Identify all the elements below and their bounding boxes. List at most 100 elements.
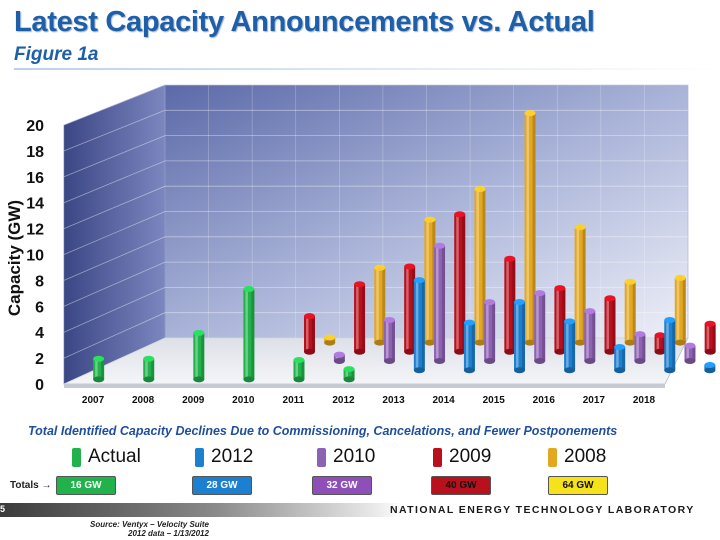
bar-2008 bbox=[424, 216, 436, 346]
bar-2010 bbox=[584, 308, 596, 364]
chart-caption: Total Identified Capacity Declines Due t… bbox=[28, 424, 618, 438]
bar-actual bbox=[243, 285, 255, 383]
bar-2010 bbox=[434, 242, 446, 364]
chart-side-wall bbox=[63, 84, 166, 385]
x-tick-label: 2011 bbox=[283, 395, 305, 406]
bar-actual bbox=[93, 355, 105, 383]
y-gridline bbox=[63, 160, 688, 204]
y-gridline bbox=[63, 236, 688, 281]
y-tick-label: 12 bbox=[26, 222, 44, 239]
bar-2012 bbox=[413, 277, 425, 374]
footer-bar bbox=[0, 503, 720, 517]
total-badge-2010: 32 GW bbox=[312, 476, 372, 495]
x-tick-label: 2008 bbox=[132, 395, 155, 406]
bar-2009 bbox=[454, 211, 466, 355]
y-axis-title: Capacity (GW) bbox=[5, 200, 24, 316]
bar-2008 bbox=[524, 110, 536, 346]
bar-2012 bbox=[564, 318, 576, 374]
y-tick-label: 0 bbox=[35, 377, 44, 394]
figure-label: Figure 1a bbox=[14, 44, 99, 65]
bar-2009 bbox=[554, 285, 566, 355]
capacity-bar-chart: 0 2 4 6 8 10 12 14 16 18 20 Capacity (GW) 2007 2008 20… bbox=[5, 84, 716, 406]
bar-actual bbox=[293, 357, 305, 383]
x-tick-label: 2018 bbox=[633, 395, 656, 406]
y-gridline bbox=[63, 84, 688, 126]
y-tick-label: 2 bbox=[35, 351, 44, 368]
bar-2012 bbox=[614, 344, 626, 374]
y-tick-label: 18 bbox=[26, 144, 44, 161]
bar-2008 bbox=[374, 264, 386, 346]
total-badge-2008: 64 GW bbox=[548, 476, 608, 495]
bar-2010 bbox=[383, 317, 395, 364]
bar-2008 bbox=[624, 278, 636, 346]
x-tick-label: 2016 bbox=[533, 395, 556, 406]
bar-2009 bbox=[704, 320, 716, 355]
y-tick-label: 16 bbox=[26, 170, 44, 187]
bar-2008 bbox=[324, 334, 336, 346]
legend-item-2008: 2008 bbox=[548, 446, 606, 468]
bar-2010 bbox=[333, 351, 345, 364]
bar-2012 bbox=[704, 362, 716, 374]
bar-2010 bbox=[684, 342, 696, 364]
legend-label: 2010 bbox=[333, 446, 376, 467]
bar-2009 bbox=[404, 263, 416, 355]
y-tick-label: 14 bbox=[26, 196, 44, 213]
bar-2009 bbox=[303, 313, 315, 355]
legend-item-2009: 2009 bbox=[433, 446, 491, 468]
y-gridline bbox=[63, 211, 688, 255]
legend-item-actual: Actual bbox=[72, 446, 141, 468]
bar-2012 bbox=[664, 317, 676, 374]
y-tick-label: 8 bbox=[35, 273, 44, 290]
x-tick-label: 2015 bbox=[483, 395, 506, 406]
page-number: 5 bbox=[0, 504, 6, 514]
bar-2012 bbox=[514, 299, 526, 374]
total-badge-2012: 28 GW bbox=[192, 476, 252, 495]
bar-2009 bbox=[504, 255, 516, 355]
bar-2009 bbox=[604, 295, 616, 355]
legend-item-2012: 2012 bbox=[195, 446, 253, 468]
x-tick-label: 2014 bbox=[433, 395, 456, 406]
bar-2010 bbox=[484, 299, 496, 364]
bar-actual bbox=[343, 366, 355, 383]
legend-label: Actual bbox=[88, 446, 141, 467]
total-badge-2009: 40 GW bbox=[431, 476, 491, 495]
y-gridline bbox=[63, 185, 688, 229]
x-tick-label: 2017 bbox=[583, 395, 606, 406]
bar-2008 bbox=[674, 274, 686, 346]
legend-label: 2009 bbox=[449, 446, 492, 467]
y-tick-label: 4 bbox=[35, 325, 44, 342]
legend-item-2010: 2010 bbox=[317, 446, 375, 468]
legend-swatch-2009 bbox=[433, 447, 442, 467]
legend-label: 2008 bbox=[564, 446, 607, 467]
y-tick-label: 6 bbox=[35, 299, 44, 316]
x-tick-label: 2013 bbox=[382, 395, 405, 406]
bar-2009 bbox=[654, 332, 666, 355]
y-tick-label: 10 bbox=[26, 248, 44, 265]
bar-actual bbox=[193, 329, 205, 383]
bar-2009 bbox=[354, 281, 366, 355]
legend-swatch-2012 bbox=[195, 447, 204, 467]
source-note: Source: Ventyx – Velocity Suite bbox=[90, 520, 210, 529]
y-gridline bbox=[63, 109, 688, 152]
bar-actual bbox=[143, 355, 155, 383]
bar-2010 bbox=[634, 331, 646, 364]
y-gridline bbox=[63, 135, 688, 178]
bar-2012 bbox=[463, 319, 475, 374]
organization-name: NATIONAL ENERGY TECHNOLOGY LABORATORY bbox=[390, 504, 695, 516]
source-date: 2012 data – 1/13/2012 bbox=[128, 529, 209, 538]
x-tick-label: 2009 bbox=[182, 395, 205, 406]
page-title: Latest Capacity Announcements vs. Actual bbox=[14, 6, 595, 38]
chart-legend: Actual 2012 2010 2009 2008 bbox=[0, 446, 720, 472]
legend-swatch-2010 bbox=[317, 447, 326, 467]
x-tick-label: 2012 bbox=[332, 395, 355, 406]
legend-swatch-actual bbox=[72, 447, 81, 467]
title-divider bbox=[14, 68, 720, 70]
bar-2010 bbox=[534, 290, 546, 364]
legend-swatch-2008 bbox=[548, 447, 557, 467]
y-tick-label: 20 bbox=[26, 118, 44, 135]
total-badge-actual: 16 GW bbox=[56, 476, 116, 495]
legend-label: 2012 bbox=[211, 446, 254, 467]
chart-floor-edge bbox=[64, 384, 665, 388]
x-tick-label: 2007 bbox=[82, 395, 105, 406]
bar-2008 bbox=[574, 224, 586, 346]
